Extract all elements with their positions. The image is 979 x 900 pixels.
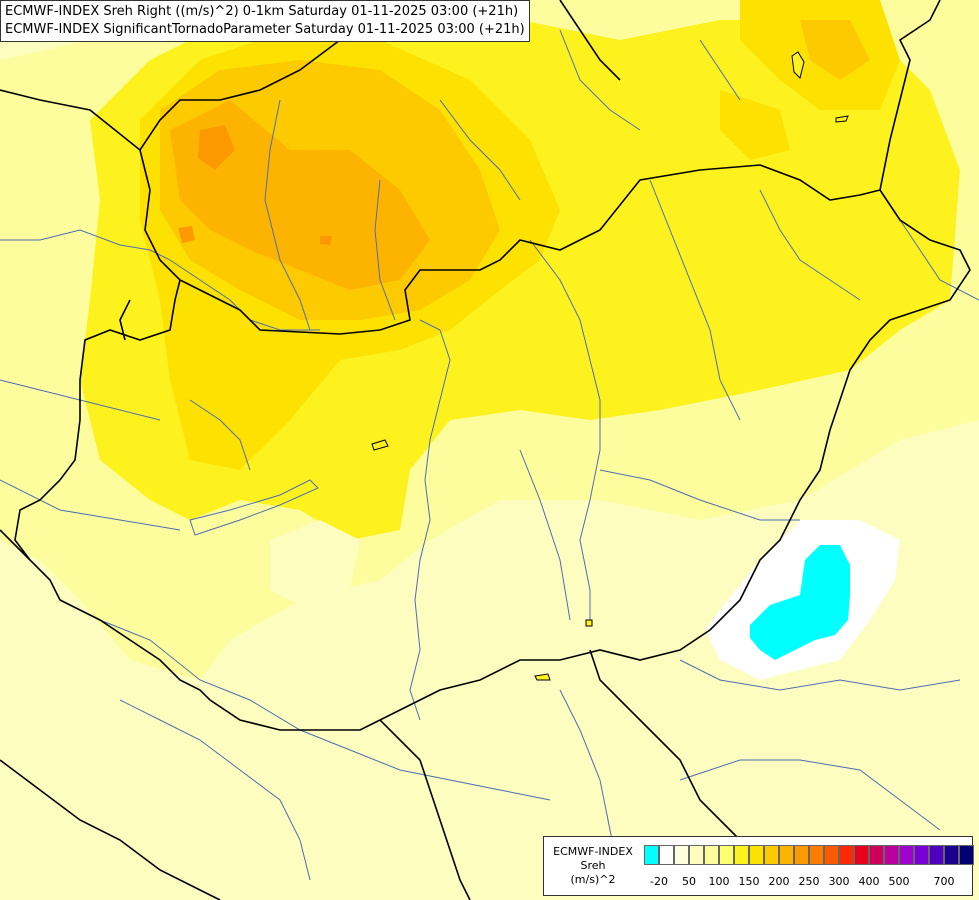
legend-label-line1: ECMWF-INDEX xyxy=(553,845,633,858)
legend-swatch xyxy=(704,845,719,865)
lakes xyxy=(371,51,849,681)
legend-tick-label: 700 xyxy=(933,875,955,888)
legend-swatch xyxy=(809,845,824,865)
legend-swatch xyxy=(779,845,794,865)
field-dark-orange-3 xyxy=(320,236,332,245)
field-orange xyxy=(170,100,430,290)
legend-swatch xyxy=(899,845,914,865)
legend-tick-label: -20 xyxy=(650,875,668,888)
legend-swatch xyxy=(884,845,899,865)
field-gold-e xyxy=(720,90,790,160)
legend-swatch xyxy=(659,845,674,865)
legend-swatch xyxy=(914,845,929,865)
legend-tick-label: 250 xyxy=(798,875,820,888)
legend-label-line3: (m/s)^2 xyxy=(570,873,616,886)
map-title-box: ECMWF-INDEX Sreh Right ((m/s)^2) 0-1km S… xyxy=(0,0,530,42)
legend-swatch xyxy=(644,845,659,865)
legend-tick-label: 200 xyxy=(768,875,790,888)
rivers xyxy=(0,29,979,881)
legend-tick-label: 50 xyxy=(682,875,696,888)
legend-swatch xyxy=(674,845,689,865)
legend-label: ECMWF-INDEX Sreh (m/s)^2 xyxy=(544,845,642,887)
legend-swatch xyxy=(869,845,884,865)
legend-swatch xyxy=(854,845,869,865)
legend-swatch xyxy=(839,845,854,865)
legend-swatch xyxy=(959,845,974,865)
legend-swatch xyxy=(824,845,839,865)
color-legend: ECMWF-INDEX Sreh (m/s)^2 -20 50 100 150 200 2… xyxy=(543,836,974,896)
legend-swatch xyxy=(719,845,734,865)
legend-tick-label: 150 xyxy=(738,875,760,888)
legend-tick-label: 500 xyxy=(888,875,910,888)
legend-swatch xyxy=(734,845,749,865)
legend-tick-label: 400 xyxy=(858,875,880,888)
map-title-line1: ECMWF-INDEX Sreh Right ((m/s)^2) 0-1km S… xyxy=(5,4,519,19)
map-title-line2: ECMWF-INDEX SignificantTornadoParameter … xyxy=(5,22,525,37)
legend-tick-label: 300 xyxy=(828,875,850,888)
legend-swatch xyxy=(944,845,959,865)
legend-swatch xyxy=(689,845,704,865)
legend-swatch xyxy=(749,845,764,865)
field-amber-ne xyxy=(800,20,870,80)
legend-swatch xyxy=(764,845,779,865)
field-dark-orange-1 xyxy=(198,125,235,170)
field-dark-orange-2 xyxy=(178,226,195,243)
legend-swatch xyxy=(794,845,809,865)
field-cyan xyxy=(750,545,850,660)
field-pale-sw xyxy=(270,520,360,610)
legend-label-line2: Sreh xyxy=(580,859,606,872)
legend-tick-label: 100 xyxy=(708,875,730,888)
legend-swatch xyxy=(929,845,944,865)
